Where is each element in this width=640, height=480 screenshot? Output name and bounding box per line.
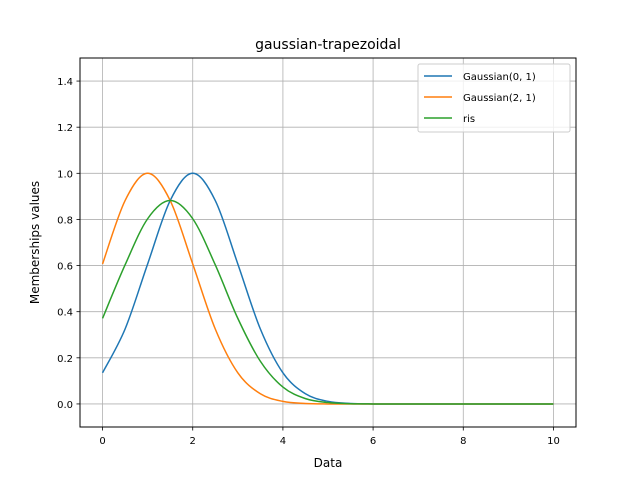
axis-ticks: 0 2 4 6 8 10 0.0 0.2 0.4 0.6 0.8 1.0 1.2 1.4 [57,77,560,447]
y-tick-label: 0.6 [57,262,73,273]
y-tick-label: 0.8 [57,215,73,226]
legend: Gaussian(0, 1) Gaussian(2, 1) ris [417,63,571,133]
y-tick-label: 1.2 [57,123,73,134]
y-tick-label: 0.0 [57,400,73,411]
y-tick-label: 1.4 [57,77,73,88]
x-axis-label: Data [314,456,343,470]
y-tick-label: 0.2 [57,354,73,365]
y-tick-label: 1.0 [57,169,73,180]
chart-title: gaussian-trapezoidal [255,37,401,53]
grid-lines [80,58,576,427]
legend-label: Gaussian(2, 1) [463,93,536,104]
series-line-2 [101,199,554,405]
x-tick-label: 4 [280,436,286,447]
legend-box [417,63,571,133]
plot-frame [79,57,577,428]
y-tick-label: 0.4 [57,308,73,319]
x-tick-label: 2 [190,436,196,447]
legend-label: ris [463,114,475,125]
x-tick-label: 0 [99,436,105,447]
x-tick-label: 6 [370,436,376,447]
x-tick-label: 8 [460,436,466,447]
x-tick-label: 10 [547,436,560,447]
legend-label: Gaussian(0, 1) [463,72,536,83]
series-lines [101,172,554,405]
y-axis-label: Memberships values [28,181,42,304]
